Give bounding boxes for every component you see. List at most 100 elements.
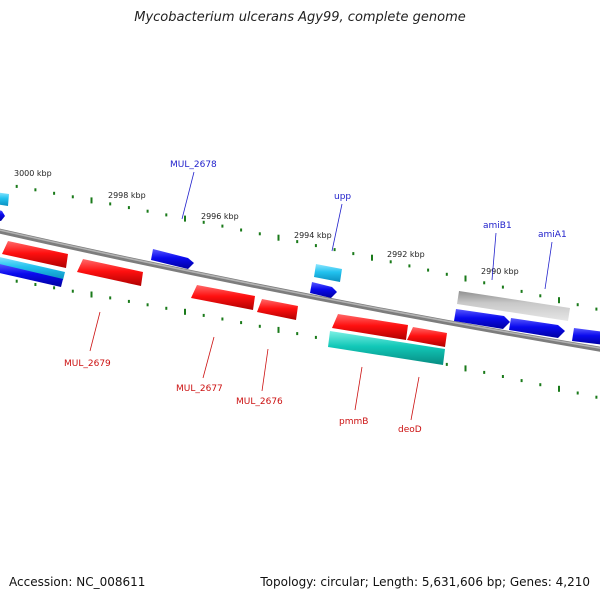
leader-line-mul2679 bbox=[89, 311, 101, 352]
genome-backbone bbox=[0, 228, 600, 352]
inner-tick-mark bbox=[165, 306, 168, 310]
gene-arrow-deod[interactable] bbox=[407, 327, 447, 347]
inner-tick-mark bbox=[202, 313, 205, 317]
outer-tick-mark bbox=[501, 285, 504, 289]
outer-tick-mark bbox=[127, 206, 130, 210]
gene-label-mul2679[interactable]: MUL_2679 bbox=[64, 359, 111, 369]
inner-tick-mark bbox=[240, 321, 243, 325]
leader-line-mul2676 bbox=[261, 348, 269, 392]
outer-tick-mark bbox=[15, 184, 18, 188]
inner-tick-mark bbox=[127, 299, 130, 303]
outer-tick-mark bbox=[520, 289, 523, 293]
inner-tick-mark bbox=[53, 286, 56, 290]
leader-line-upp bbox=[331, 203, 343, 252]
outer-tick-mark bbox=[71, 195, 74, 199]
leader-line-pmmb bbox=[354, 366, 363, 411]
inner-tick-mark bbox=[501, 375, 504, 378]
inner-tick-mark bbox=[314, 335, 317, 339]
outer-tick-mark bbox=[258, 232, 261, 236]
gene-label-amib1[interactable]: amiB1 bbox=[483, 221, 512, 231]
inner-tick-mark bbox=[184, 308, 186, 315]
outer-tick-mark bbox=[240, 228, 243, 232]
inner-tick-mark bbox=[558, 385, 560, 392]
leader-line-mul2677 bbox=[202, 336, 215, 379]
inner-tick-mark bbox=[464, 365, 467, 372]
outer-tick-mark bbox=[483, 281, 486, 285]
scale-label-2998: 2998 kbp bbox=[108, 191, 146, 200]
leader-line-amib1 bbox=[491, 232, 497, 281]
inner-tick-mark bbox=[520, 379, 523, 383]
inner-tick-mark bbox=[445, 362, 448, 366]
gene-arrow-mul2679-red[interactable] bbox=[2, 241, 68, 268]
gene-arrow-left-cyan[interactable] bbox=[0, 192, 9, 206]
outer-tick-mark bbox=[165, 213, 168, 217]
gene-arrow-mul2678[interactable] bbox=[151, 249, 194, 269]
outer-tick-mark bbox=[90, 197, 93, 204]
gene-arrow-left-blue-lower[interactable] bbox=[0, 263, 63, 287]
gene-arrow-amib1[interactable] bbox=[454, 309, 510, 329]
inner-tick-mark bbox=[34, 283, 37, 286]
inner-tick-mark bbox=[146, 303, 149, 307]
scale-label-3000: 3000 kbp bbox=[14, 169, 52, 178]
outer-tick-mark bbox=[53, 191, 56, 195]
outer-tick-mark bbox=[352, 252, 355, 256]
gene-label-deod[interactable]: deoD bbox=[398, 425, 422, 435]
genome-backbone-highlight bbox=[0, 229, 600, 349]
gene-arrow-right-edge[interactable] bbox=[572, 328, 600, 345]
outer-tick-mark bbox=[539, 294, 542, 298]
outer-tick-mark bbox=[427, 268, 430, 272]
inner-tick-mark bbox=[258, 324, 261, 328]
gene-arrow-amia1[interactable] bbox=[509, 318, 565, 338]
inner-tick-mark bbox=[15, 279, 18, 283]
gene-arrow-pmmb-red[interactable] bbox=[332, 314, 408, 340]
map-title: Mycobacterium ulcerans Agy99, complete g… bbox=[134, 10, 466, 25]
outer-tick-mark bbox=[445, 272, 448, 276]
outer-tick-mark bbox=[109, 202, 112, 206]
gene-label-amia1[interactable]: amiA1 bbox=[538, 230, 567, 240]
gene-arrow-mul2676[interactable] bbox=[257, 299, 298, 320]
gene-label-mul2677[interactable]: MUL_2677 bbox=[176, 384, 223, 394]
outer-tick-mark bbox=[408, 264, 411, 268]
outer-tick-mark bbox=[389, 260, 392, 264]
inner-tick-mark bbox=[71, 289, 74, 293]
outer-tick-mark bbox=[296, 240, 299, 244]
outer-tick-mark bbox=[464, 275, 467, 282]
outer-tick-mark bbox=[277, 234, 280, 241]
inner-tick-mark bbox=[221, 317, 224, 321]
outer-tick-mark bbox=[202, 220, 205, 224]
accession-text: Accession: NC_008611 bbox=[9, 575, 146, 589]
outer-tick-track bbox=[15, 184, 598, 311]
inner-tick-mark bbox=[539, 383, 542, 387]
scale-label-2990: 2990 kbp bbox=[481, 267, 519, 276]
inner-tick-mark bbox=[576, 391, 579, 395]
gene-label-upp[interactable]: upp bbox=[334, 192, 351, 202]
gene-arrow-left-blue[interactable] bbox=[0, 209, 5, 221]
scale-label-2992: 2992 kbp bbox=[387, 250, 425, 259]
gene-arrow-mul2677[interactable] bbox=[191, 285, 255, 310]
outer-tick-mark bbox=[371, 254, 373, 261]
gene-label-mul2676[interactable]: MUL_2676 bbox=[236, 397, 283, 407]
gene-arrow-upp-blue[interactable] bbox=[310, 282, 337, 298]
gene-arrow-upp-cyan[interactable] bbox=[314, 264, 342, 282]
gene-arrow-amib1-grey[interactable] bbox=[457, 291, 570, 321]
leader-line-deod bbox=[410, 376, 420, 421]
scale-label-2994: 2994 kbp bbox=[294, 231, 332, 240]
outer-tick-mark bbox=[595, 307, 598, 311]
gene-label-pmmb[interactable]: pmmB bbox=[339, 417, 368, 427]
outer-tick-mark bbox=[184, 215, 186, 222]
gene-arrow-mul2679[interactable] bbox=[77, 259, 143, 286]
gene-arrow-left-cyan-lower[interactable] bbox=[0, 256, 65, 280]
scale-label-2996: 2996 kbp bbox=[201, 212, 239, 221]
inner-tick-mark bbox=[296, 332, 299, 336]
inner-tick-mark bbox=[90, 291, 93, 298]
outer-tick-mark bbox=[221, 224, 224, 228]
leader-line-amia1 bbox=[544, 241, 553, 290]
outer-tick-mark bbox=[576, 303, 579, 307]
gene-label-mul2678[interactable]: MUL_2678 bbox=[170, 160, 217, 170]
outer-tick-mark bbox=[34, 188, 37, 192]
inner-tick-mark bbox=[483, 370, 486, 374]
gene-arrow-pmmb[interactable] bbox=[328, 331, 445, 365]
outer-tick-mark bbox=[333, 248, 336, 252]
leader-line-mul2678 bbox=[181, 171, 195, 220]
